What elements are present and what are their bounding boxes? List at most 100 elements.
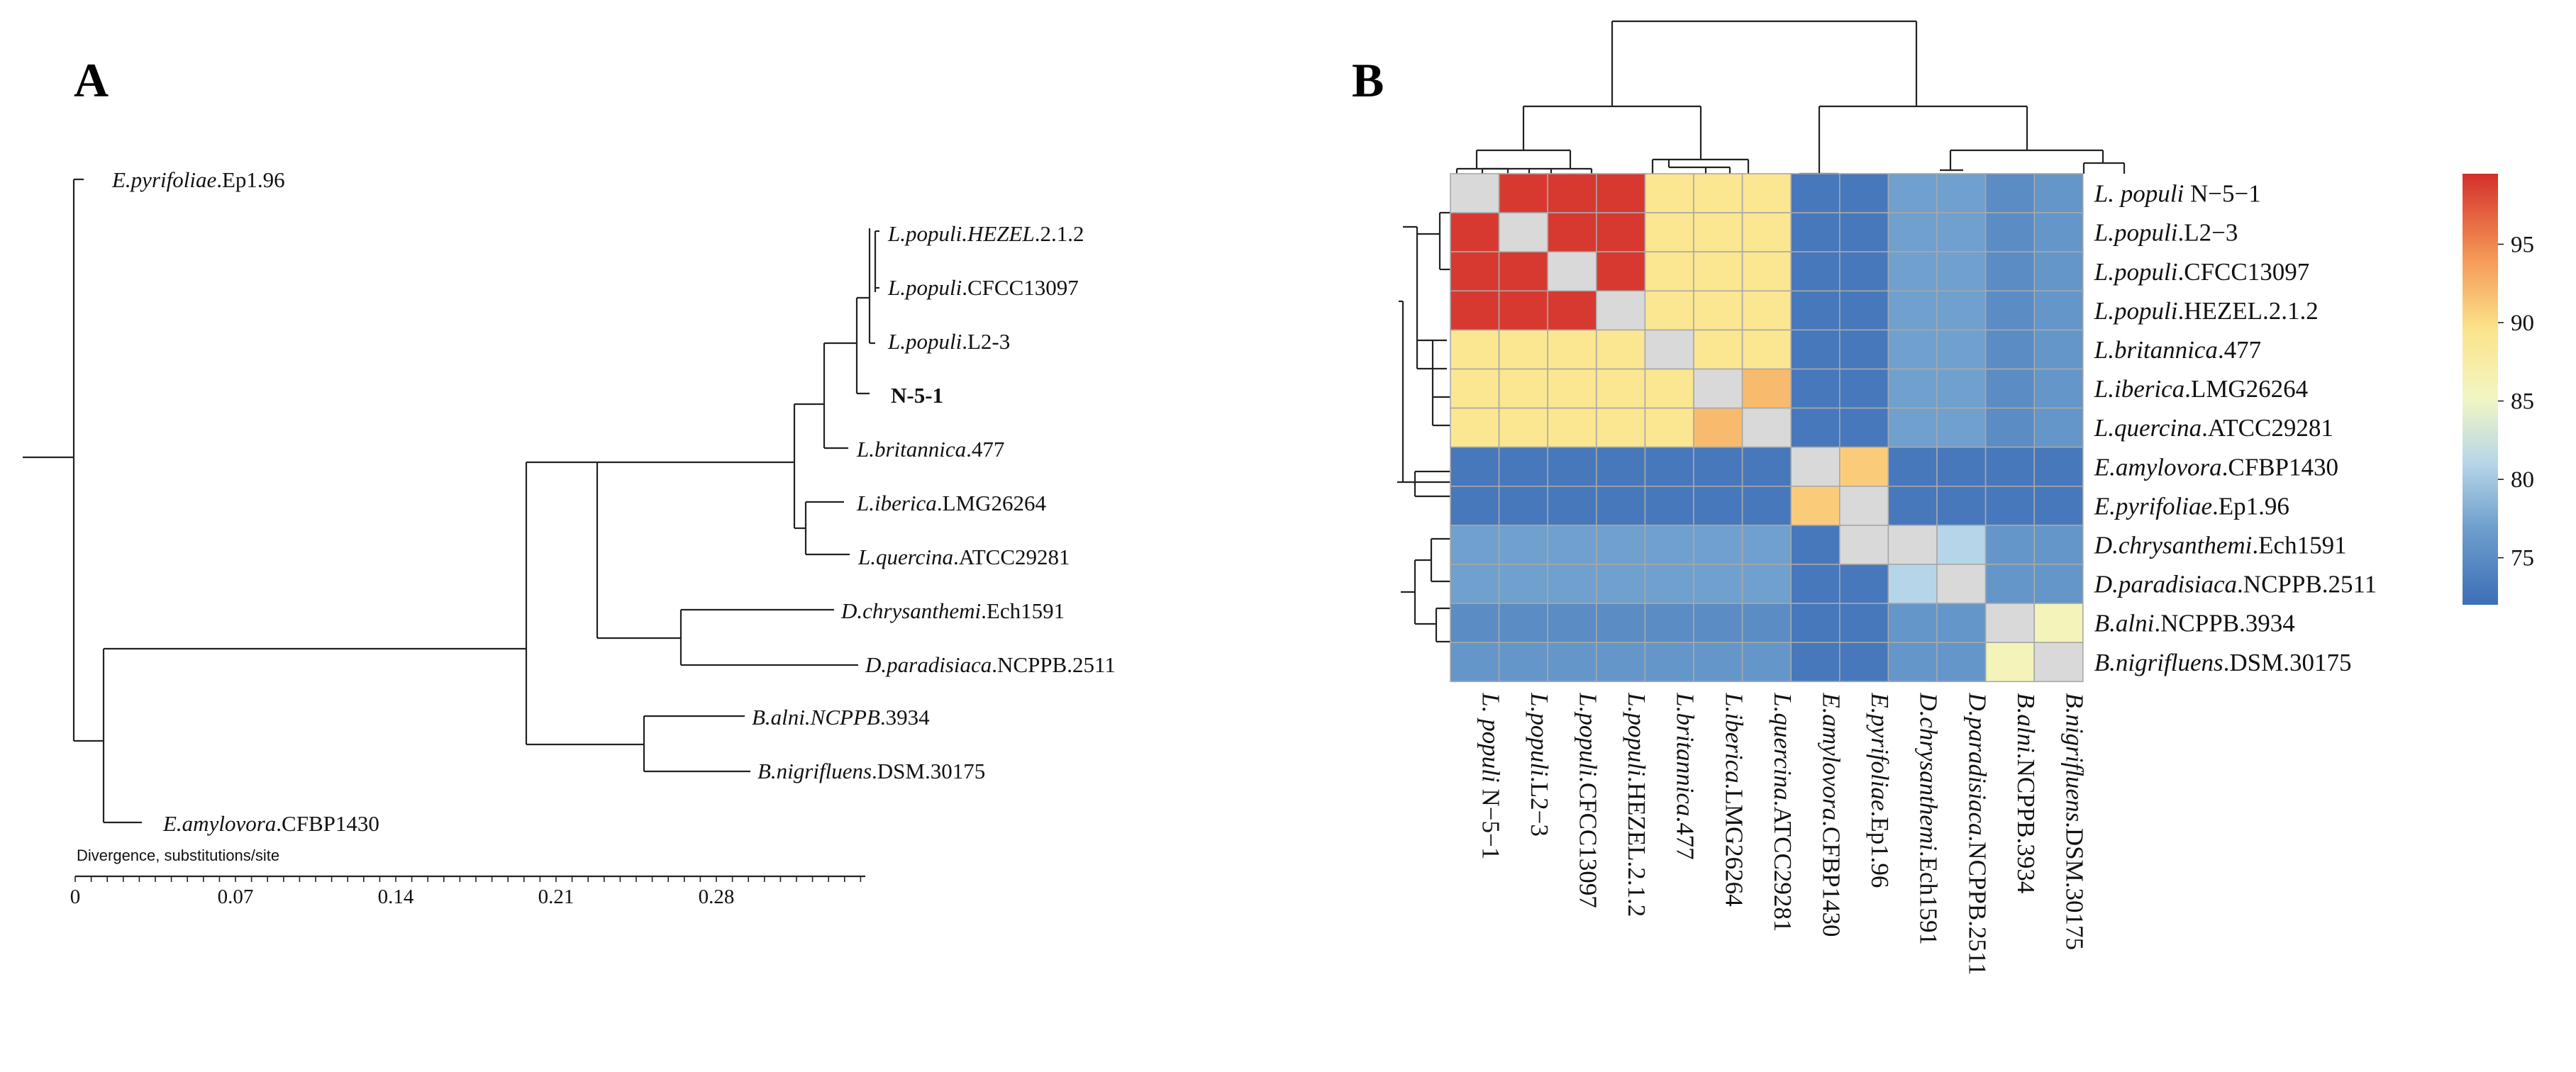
heatmap-cell: [1450, 642, 1500, 683]
phylogenetic-tree: [23, 178, 879, 824]
heatmap-cell: [1450, 212, 1500, 253]
heatmap-cell: [1936, 212, 1987, 253]
heatmap-row-label: E.amylovora.CFBP1430: [2094, 453, 2338, 481]
heatmap-cell: [1936, 368, 1987, 409]
heatmap-cell: [1693, 173, 1743, 213]
heatmap-cell: [1790, 290, 1841, 331]
colorbar-tick-label: 85: [2511, 389, 2534, 415]
heatmap-cell: [1450, 329, 1500, 370]
heatmap-cell: [1839, 329, 1889, 370]
leaf-hezel: L.populi.HEZEL.2.1.2: [887, 221, 1084, 246]
heatmap-cell: [1644, 564, 1694, 604]
heatmap-cell: [1450, 525, 1500, 565]
leaf-dpara: D.paradisiaca.NCPPB.2511: [865, 652, 1116, 677]
heatmap-cell: [1596, 290, 1646, 331]
heatmap-cell: [1450, 290, 1500, 331]
panel-a-letter: A: [74, 53, 109, 107]
heatmap-cell: [1936, 173, 1987, 213]
heatmap-row-label: L.populi.HEZEL.2.1.2: [2094, 297, 2319, 325]
heatmap-cell: [1547, 368, 1597, 409]
heatmap-cell: [1741, 173, 1792, 213]
leaf-epyr: E.pyrifoliae.Ep1.96: [111, 167, 285, 192]
leaf-bnigr: B.nigrifluens.DSM.30175: [757, 759, 985, 783]
heatmap-cell: [1790, 173, 1841, 213]
leaf-eamyl: E.amylovora.CFBP1430: [162, 811, 379, 836]
colorbar-tick-label: 90: [2511, 311, 2534, 336]
heatmap-cell: [1644, 603, 1694, 643]
heatmap-cell: [1936, 525, 1987, 565]
heatmap-cell: [1984, 368, 2036, 409]
heatmap-cell: [1693, 212, 1743, 253]
heatmap-cell: [1450, 173, 1500, 213]
heatmap-cell: [1644, 525, 1694, 565]
heatmap-col-label: L.quercina.ATCC29281: [1769, 692, 1797, 932]
heatmap-cell: [1498, 603, 1549, 643]
leaf-cfcc: L.populi.CFCC13097: [887, 275, 1079, 300]
heatmap-col-label: B.nigrifluens.DSM.30175: [2061, 693, 2089, 950]
heatmap-row-label: L.iberica.LMG26264: [2094, 375, 2308, 403]
heatmap-cell: [1887, 290, 1938, 331]
heatmap-cell: [1984, 485, 2036, 526]
colorbar-gradient: [2463, 174, 2498, 605]
heatmap-cell: [1790, 485, 1841, 526]
heatmap-cell: [1693, 368, 1743, 409]
heatmap-cell: [1887, 212, 1938, 253]
heatmap-cell: [1839, 407, 1889, 448]
heatmap-cell: [1741, 251, 1792, 292]
heatmap-cell: [1839, 564, 1889, 604]
heatmap-cell: [1790, 212, 1841, 253]
heatmap-cell: [1887, 407, 1938, 448]
heatmap-cell: [1741, 642, 1792, 683]
heatmap-cell: [1596, 407, 1646, 448]
heatmap-cell: [1741, 407, 1792, 448]
heatmap-cell: [1936, 564, 1987, 604]
heatmap-cell: [1693, 603, 1743, 643]
heatmap-cell: [1839, 368, 1889, 409]
axis-title: Divergence, substitutions/site: [77, 847, 279, 864]
heatmap-cell: [1693, 251, 1743, 292]
heatmap-cell: [1450, 407, 1500, 448]
heatmap-cell: [1596, 525, 1646, 565]
heatmap-cell: [1498, 407, 1549, 448]
heatmap-cell: [1936, 642, 1987, 683]
heatmap-cell: [1644, 446, 1694, 487]
heatmap-cell: [1498, 329, 1549, 370]
row-dendrogram: [1397, 211, 1450, 643]
leaf-lquer: L.quercina.ATCC29281: [857, 545, 1070, 569]
heatmap-cell: [1644, 485, 1694, 526]
heatmap-cell: [1498, 251, 1549, 292]
heatmap-cell: [1498, 485, 1549, 526]
tree-leaf-labels: E.pyrifoliae.Ep1.96 L.populi.HEZEL.2.1.2…: [111, 167, 1116, 836]
heatmap-cell: [1644, 212, 1694, 253]
heatmap-row-label: L. populi N−5−1: [2094, 180, 2261, 208]
heatmap-cell: [2033, 603, 2084, 643]
heatmap-cell: [1887, 603, 1938, 643]
heatmap-row-labels: L. populi N−5−1 L.populi.L2−3 L.populi.CFC…: [2094, 180, 2377, 676]
heatmap-cell: [1790, 642, 1841, 683]
heatmap-cell: [1936, 290, 1987, 331]
heatmap-cell: [1596, 446, 1646, 487]
heatmap-cell: [1790, 251, 1841, 292]
heatmap-cell: [2033, 173, 2084, 213]
heatmap-cell: [1498, 446, 1549, 487]
heatmap-cell: [1498, 525, 1549, 565]
heatmap-cell: [1887, 564, 1938, 604]
heatmap-cell: [1839, 525, 1889, 565]
heatmap-cell: [1596, 212, 1646, 253]
heatmap-col-label: L. populi N−5−1: [1477, 692, 1504, 859]
heatmap-cell: [1547, 329, 1597, 370]
heatmap-col-label: L.britannica.477: [1672, 692, 1699, 859]
tick-028: 0.28: [699, 886, 735, 908]
heatmap-cell: [1741, 603, 1792, 643]
heatmap-row-label: L.quercina.ATCC29281: [2094, 414, 2333, 442]
tick-007: 0.07: [218, 886, 254, 908]
heatmap-cell: [1887, 329, 1938, 370]
heatmap-cell: [1547, 603, 1597, 643]
heatmap-cell: [1644, 251, 1694, 292]
heatmap-cell: [1887, 446, 1938, 487]
heatmap-cell: [1693, 446, 1743, 487]
heatmap-cell: [1887, 485, 1938, 526]
axis-minor-ticks: [74, 876, 862, 882]
heatmap-cell: [2033, 290, 2084, 331]
heatmap-cell: [1693, 485, 1743, 526]
